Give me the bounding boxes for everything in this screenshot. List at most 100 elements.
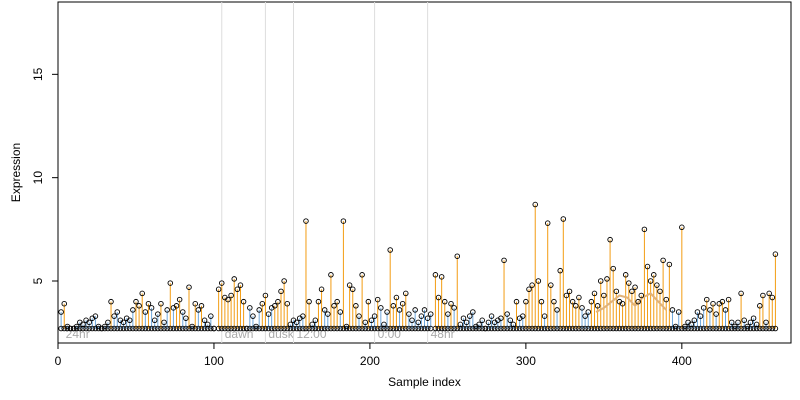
data-point	[148, 305, 155, 311]
data-point	[240, 298, 247, 305]
data-point	[610, 265, 616, 272]
baseline-point	[769, 325, 776, 332]
data-point	[560, 216, 567, 222]
data-point	[704, 296, 710, 303]
x-axis: 0 100 200 300 400	[55, 343, 692, 368]
baseline-point	[700, 325, 707, 332]
data-point	[750, 315, 757, 321]
baseline-point	[750, 325, 757, 332]
baseline-point	[704, 325, 710, 332]
data-point	[378, 305, 384, 311]
baseline-point	[281, 325, 287, 332]
baseline-point	[710, 325, 716, 332]
baseline-point	[183, 325, 189, 332]
baseline-point	[421, 325, 428, 332]
data-point	[753, 321, 760, 328]
data-point	[548, 282, 554, 288]
baseline-point	[393, 325, 400, 332]
data-point	[566, 288, 573, 295]
data-point	[237, 282, 244, 288]
baseline-point	[350, 325, 356, 332]
data-point	[582, 313, 588, 319]
data-point	[161, 319, 167, 326]
data-point	[293, 319, 300, 326]
baseline-point	[368, 325, 375, 332]
baseline-point	[451, 325, 457, 332]
baseline-point	[331, 325, 337, 332]
x-axis-title: Sample index	[388, 375, 461, 389]
data-point	[409, 317, 415, 324]
data-point	[142, 309, 149, 315]
data-point	[563, 292, 570, 299]
baseline-point	[80, 325, 86, 332]
baseline-point	[309, 325, 315, 332]
baseline-point	[312, 325, 319, 332]
data-point	[167, 280, 174, 286]
data-point	[61, 300, 67, 307]
data-point	[557, 267, 563, 274]
data-point	[243, 325, 250, 332]
baseline-point	[240, 325, 247, 332]
x-tick-label: 200	[360, 354, 380, 368]
baseline-point	[195, 325, 202, 332]
data-point	[412, 307, 418, 313]
baseline-point	[359, 325, 365, 332]
data-point	[151, 317, 158, 324]
baseline-point	[713, 325, 719, 332]
data-point	[139, 290, 145, 297]
data-point	[337, 309, 344, 315]
baseline-point	[725, 325, 732, 332]
data-point	[688, 321, 694, 328]
baseline-point	[176, 325, 183, 332]
data-point	[666, 261, 673, 268]
data-point	[707, 307, 713, 313]
baseline-point	[387, 325, 393, 332]
baseline-point	[424, 325, 431, 332]
data-point	[427, 311, 434, 317]
baseline-point	[262, 325, 269, 332]
data-point	[67, 325, 74, 332]
data-point	[225, 296, 231, 303]
data-point	[669, 307, 676, 313]
baseline-point	[560, 325, 567, 332]
data-point	[284, 300, 291, 307]
trend-layer	[595, 292, 667, 313]
baseline-point	[173, 325, 180, 332]
baseline-point	[130, 325, 136, 332]
y-tick-label: 15	[31, 67, 45, 81]
plot-frame	[57, 1, 792, 344]
data-point	[438, 274, 445, 280]
baseline-point	[520, 325, 526, 332]
baseline-point	[485, 325, 492, 332]
data-point	[192, 300, 198, 307]
baseline-point	[738, 325, 744, 332]
data-point	[697, 313, 704, 319]
point-layer	[58, 201, 779, 332]
data-point	[766, 290, 772, 297]
data-point	[275, 298, 281, 305]
baseline-point	[672, 325, 679, 332]
baseline-point	[201, 325, 208, 332]
data-point	[418, 313, 425, 319]
baseline-point	[228, 325, 234, 332]
baseline-point	[253, 325, 259, 332]
baseline-point	[418, 325, 425, 332]
baseline-point	[142, 325, 149, 332]
baseline-point	[64, 325, 71, 332]
data-point	[393, 294, 400, 301]
y-axis-title: Expression	[9, 143, 23, 202]
baseline-point	[155, 325, 161, 332]
data-point	[738, 290, 744, 297]
data-point	[92, 313, 99, 319]
data-point	[445, 311, 451, 317]
data-point	[529, 282, 535, 288]
data-point	[432, 272, 439, 278]
data-point	[510, 321, 517, 328]
data-point	[554, 307, 560, 313]
baseline-point	[108, 325, 114, 332]
data-point	[356, 313, 362, 319]
baseline-point	[234, 325, 241, 332]
data-point	[585, 309, 592, 315]
data-point	[657, 288, 663, 295]
data-point	[622, 272, 629, 278]
